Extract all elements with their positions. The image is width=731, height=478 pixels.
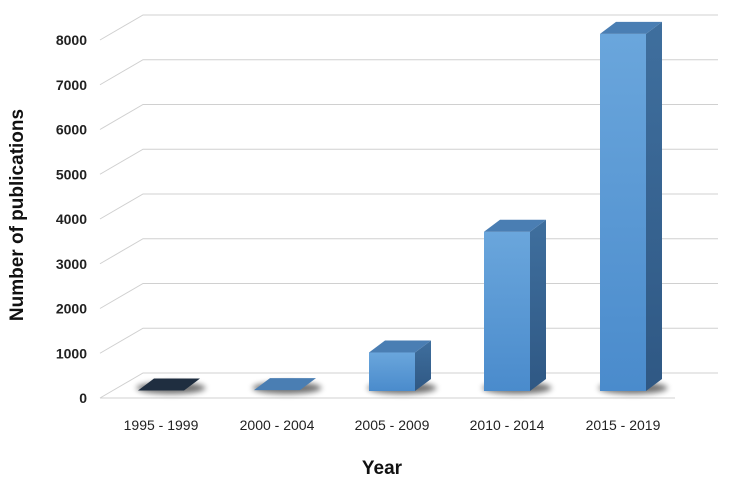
y-tick-label: 6000: [56, 122, 87, 138]
bars: [138, 21, 662, 392]
x-axis-ticks: 1995 - 1999 2000 - 2004 2005 - 2009 2010 - …: [124, 417, 661, 433]
x-tick-label: 1995 - 1999: [124, 417, 199, 433]
y-axis-ticks: 0 1000 2000 3000 4000 5000 6000 7000 8000: [56, 32, 87, 406]
bar: [600, 21, 662, 392]
bar-top: [138, 378, 200, 391]
bar-top: [484, 219, 546, 232]
bar-front: [600, 33, 646, 392]
bar-front: [484, 231, 530, 391]
y-tick-label: 1000: [56, 345, 87, 361]
gridline: [99, 59, 718, 86]
bar-top: [600, 21, 662, 34]
bar-side: [415, 340, 431, 391]
x-axis-title: Year: [362, 458, 403, 478]
y-tick-label: 2000: [56, 301, 87, 317]
bar-top: [369, 340, 431, 353]
gridline: [99, 14, 718, 41]
bar-top: [254, 378, 316, 391]
y-tick-label: 0: [79, 390, 87, 406]
x-tick-label: 2000 - 2004: [240, 417, 315, 433]
x-tick-label: 2005 - 2009: [355, 417, 430, 433]
gridline: [99, 193, 718, 220]
bar-front: [369, 352, 415, 391]
x-tick-label: 2010 - 2014: [470, 417, 545, 433]
y-axis-title: Number of publications: [7, 109, 28, 321]
y-tick-label: 3000: [56, 256, 87, 272]
bar-side: [530, 219, 546, 391]
gridline: [99, 148, 718, 175]
bar: [484, 219, 546, 391]
bar: [254, 378, 316, 391]
bar: [369, 340, 431, 391]
y-tick-label: 5000: [56, 166, 87, 182]
x-tick-label: 2015 - 2019: [586, 417, 661, 433]
y-tick-label: 7000: [56, 77, 87, 93]
gridline: [99, 104, 718, 130]
y-tick-label: 4000: [56, 211, 87, 227]
y-tick-label: 8000: [56, 32, 87, 48]
gridlines: [99, 14, 718, 399]
bar-side: [646, 21, 662, 392]
bar: [138, 378, 200, 391]
